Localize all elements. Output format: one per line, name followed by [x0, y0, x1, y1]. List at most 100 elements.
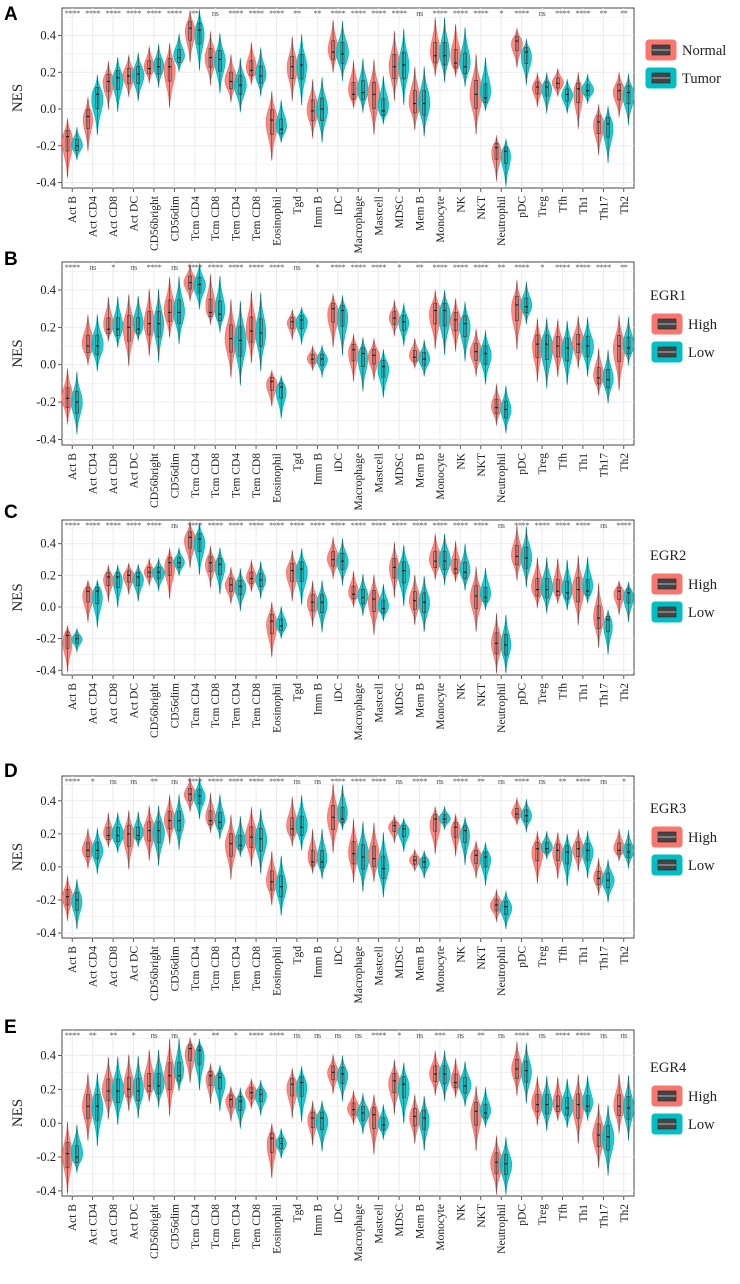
panel-letter: D — [4, 761, 18, 782]
significance-label: **** — [65, 8, 80, 18]
box-iqr — [544, 334, 549, 360]
box-iqr — [115, 317, 120, 336]
y-tick-label: 0.4 — [40, 29, 56, 43]
box-iqr — [167, 58, 172, 82]
category-label: Act DC — [129, 946, 141, 982]
box-iqr — [442, 303, 447, 327]
box-iqr — [188, 21, 192, 41]
y-tick-label: 0.4 — [40, 283, 56, 297]
significance-label: **** — [351, 262, 366, 272]
box-iqr — [188, 531, 192, 549]
y-tick-label: 0.2 — [40, 827, 56, 841]
category-label: Eosinophil — [272, 196, 284, 246]
category-label: CD56bright — [149, 452, 161, 508]
y-tick-label: 0.4 — [40, 537, 56, 551]
box-iqr — [229, 71, 233, 90]
box-iqr — [218, 300, 222, 321]
significance-label: ** — [559, 776, 567, 786]
y-tick-label: 0.0 — [40, 1116, 56, 1130]
significance-label: **** — [330, 776, 345, 786]
significance-label: **** — [269, 262, 284, 272]
significance-label: ns — [171, 520, 178, 530]
box-iqr — [392, 1073, 397, 1093]
legend: Normal Tumor — [645, 39, 726, 89]
box-iqr — [401, 561, 406, 584]
y-tick-label: 0.0 — [40, 860, 56, 874]
box-iqr — [535, 842, 540, 862]
y-tick-label: -0.4 — [36, 432, 57, 446]
significance-label: **** — [473, 262, 488, 272]
category-label: Tgd — [292, 683, 304, 702]
box-iqr — [483, 345, 488, 365]
category-label: Act B — [67, 1204, 79, 1231]
category-label: CD56dim — [169, 946, 181, 991]
category-label: Th1 — [578, 946, 590, 965]
category-label: Neutrophil — [496, 683, 508, 733]
legend-label: Low — [688, 858, 715, 874]
box-iqr — [494, 1152, 499, 1174]
significance-label: ns — [335, 1030, 342, 1040]
box-iqr — [596, 115, 601, 134]
category-label: Tfh — [558, 196, 570, 213]
box-iqr — [361, 588, 365, 605]
box-iqr — [626, 336, 631, 355]
box-iqr — [258, 65, 263, 84]
significance-label: **** — [575, 262, 590, 272]
significance-label: ns — [416, 8, 423, 18]
significance-label: ns — [314, 776, 321, 786]
box-iqr — [381, 98, 386, 116]
significance-label: **** — [249, 8, 264, 18]
significance-label: **** — [208, 520, 223, 530]
category-label: Th2 — [619, 453, 631, 472]
box-iqr — [524, 1060, 529, 1083]
box-iqr — [136, 572, 140, 586]
box-iqr — [463, 825, 467, 843]
significance-label: **** — [187, 520, 202, 530]
y-tick-label: 0.4 — [40, 794, 56, 808]
box-iqr — [361, 347, 365, 367]
significance-label: ns — [355, 1030, 362, 1040]
box-iqr — [331, 551, 335, 567]
category-label: Th17 — [598, 196, 610, 221]
category-label: Th2 — [619, 683, 631, 702]
box-iqr — [95, 87, 100, 109]
box-iqr — [115, 70, 120, 90]
category-label: Act CD8 — [108, 1204, 120, 1245]
category-label: Treg — [537, 1204, 549, 1226]
significance-label: **** — [412, 776, 427, 786]
category-label: Imm B — [312, 683, 324, 716]
box-iqr — [381, 360, 386, 378]
category-label: pDC — [517, 453, 529, 475]
significance-label: ** — [211, 1030, 219, 1040]
category-label: Imm B — [312, 1204, 324, 1237]
significance-label: **** — [65, 520, 80, 530]
box-iqr — [626, 844, 631, 858]
category-label: Act DC — [129, 196, 141, 232]
significance-label: * — [91, 776, 95, 786]
box-iqr — [401, 52, 406, 80]
box-iqr — [372, 845, 376, 868]
y-tick-label: 0.2 — [40, 65, 56, 79]
box-iqr — [167, 299, 172, 322]
box-iqr — [258, 828, 263, 852]
significance-label: ns — [89, 262, 96, 272]
category-label: MDSC — [394, 946, 406, 979]
significance-label: **** — [412, 520, 427, 530]
significance-label: ns — [294, 776, 301, 786]
category-label: Act CD8 — [108, 196, 120, 237]
box-iqr — [249, 60, 254, 76]
box-iqr — [106, 74, 111, 92]
box-iqr — [167, 557, 172, 576]
significance-label: **** — [269, 776, 284, 786]
box-iqr — [299, 561, 304, 582]
significance-label: ns — [437, 776, 444, 786]
box-iqr — [238, 579, 243, 596]
category-label: Tem CD8 — [251, 1204, 263, 1249]
category-label: Macrophage — [353, 453, 365, 510]
category-label: Th1 — [578, 453, 590, 472]
box-iqr — [351, 585, 356, 600]
category-label: pDC — [517, 1204, 529, 1226]
box-iqr — [453, 312, 458, 332]
significance-label: * — [540, 262, 544, 272]
